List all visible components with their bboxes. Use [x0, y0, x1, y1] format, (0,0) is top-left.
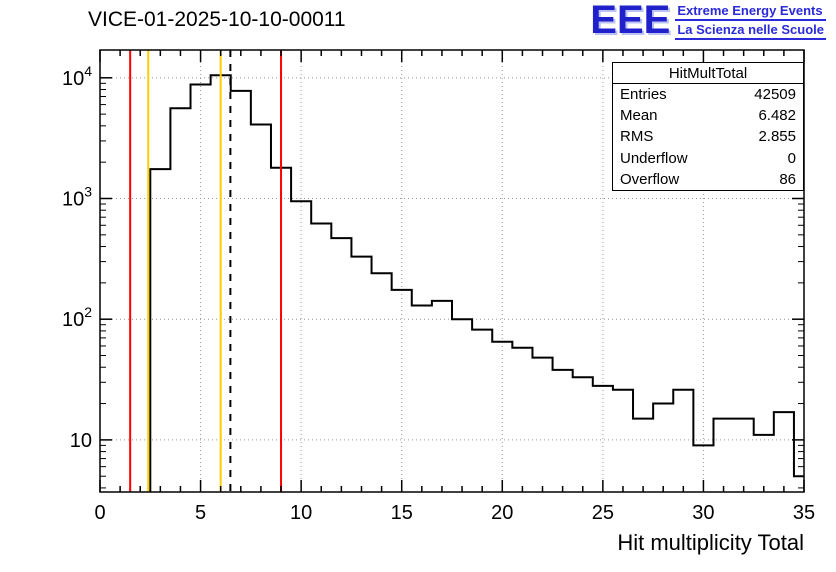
- eee-logo-text: Extreme Energy Events La Scienza nelle S…: [675, 3, 826, 40]
- histogram-line: [149, 74, 804, 492]
- x-tick-label: 0: [94, 502, 105, 524]
- eee-logo: EEE Extreme Energy Events La Scienza nel…: [590, 0, 826, 42]
- plot-frame: [99, 49, 805, 493]
- stats-label: Overflow: [620, 170, 680, 188]
- stats-label: RMS: [620, 128, 654, 146]
- stats-box-title: HitMultTotal: [613, 63, 803, 84]
- stats-value: 86: [779, 170, 796, 188]
- stats-box: HitMultTotal Entries 42509 Mean 6.482 RM…: [612, 62, 804, 191]
- stats-value: 42509: [754, 86, 796, 103]
- stats-value: 0: [787, 149, 796, 167]
- stats-row: Underflow 0: [613, 148, 803, 169]
- stats-row: Entries 42509: [613, 84, 803, 105]
- stats-label: Underflow: [620, 149, 688, 167]
- x-tick-label: 15: [391, 502, 413, 524]
- stats-row: Mean 6.482: [613, 105, 803, 126]
- x-tick-label: 35: [793, 502, 815, 524]
- x-tick-label: 25: [592, 502, 614, 524]
- eee-logo-acronym: EEE: [590, 0, 671, 42]
- stats-value: 6.482: [758, 107, 796, 125]
- x-tick-label: 30: [692, 502, 714, 524]
- plot-title: VICE-01-2025-10-10-00011: [88, 8, 346, 31]
- y-tick-label: 102: [62, 304, 92, 331]
- eee-logo-line2: La Scienza nelle Scuole: [677, 22, 824, 37]
- stats-label: Mean: [620, 107, 658, 125]
- x-tick-label: 5: [195, 502, 206, 524]
- eee-logo-line1: Extreme Energy Events: [675, 3, 826, 21]
- y-tick-label: 103: [62, 184, 92, 211]
- stats-row: Overflow 86: [613, 169, 803, 190]
- x-tick-label: 10: [290, 502, 312, 524]
- stats-label: Entries: [620, 86, 667, 103]
- stats-row: RMS 2.855: [613, 126, 803, 147]
- y-tick-label: 10: [70, 430, 92, 452]
- x-tick-label: 20: [491, 502, 513, 524]
- y-tick-label: 104: [62, 63, 92, 90]
- stats-value: 2.855: [758, 128, 796, 146]
- x-axis-title: Hit multiplicity Total: [617, 530, 804, 555]
